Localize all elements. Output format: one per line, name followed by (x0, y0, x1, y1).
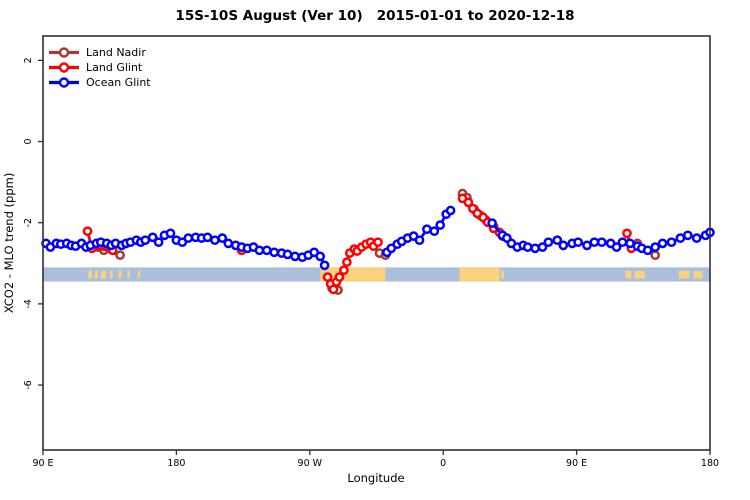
y-tick-label: -6 (23, 380, 34, 389)
plot-border (42, 35, 711, 451)
data-point-land-glint (82, 226, 93, 237)
data-point-ocean-glint (682, 230, 693, 241)
surface-band-land (693, 270, 703, 279)
x-tick-label: 0 (440, 458, 446, 469)
data-point-land-glint (342, 257, 352, 267)
data-point-ocean-glint (153, 237, 164, 248)
data-point-ocean-glint (147, 232, 158, 243)
y-tick-label: -2 (23, 218, 34, 227)
surface-band-land (501, 270, 504, 279)
data-point-ocean-glint (217, 233, 228, 243)
data-point-land-glint (334, 272, 345, 282)
data-point-ocean-glint (282, 249, 293, 260)
data-point-ocean-glint (422, 224, 432, 235)
data-point-ocean-glint (435, 220, 446, 230)
surface-band-land (127, 270, 130, 279)
surface-band-land (634, 270, 645, 279)
legend-item-ocean-glint: Ocean Glint (48, 75, 151, 90)
data-point-ocean-glint (552, 235, 563, 246)
chart-title: 15S-10S August (Ver 10) 2015-01-01 to 20… (175, 8, 575, 24)
surface-band-land (100, 270, 106, 279)
x-tick-label: 180 (167, 458, 185, 469)
data-point-ocean-glint (657, 238, 668, 249)
data-point-ocean-glint (140, 235, 151, 246)
data-point-ocean-glint (183, 233, 194, 243)
data-point-ocean-glint (269, 247, 280, 258)
data-point-ocean-glint (210, 235, 220, 246)
x-tick-label: 180 (701, 458, 719, 469)
x-tick-label: 90 E (566, 458, 587, 469)
surface-band-land (94, 270, 98, 279)
data-point-ocean-glint (675, 233, 686, 243)
data-point-ocean-glint (290, 251, 300, 262)
data-point-ocean-glint (537, 242, 548, 252)
data-point-ocean-glint (642, 245, 653, 256)
data-point-ocean-glint (165, 228, 176, 239)
data-point-ocean-glint (429, 226, 440, 237)
legend-item-land-nadir: Land Nadir (48, 45, 151, 60)
y-tick-label: 0 (23, 139, 34, 145)
legend-label: Land Nadir (86, 46, 146, 59)
data-point-ocean-glint (617, 237, 628, 248)
data-point-ocean-glint (625, 238, 635, 249)
data-point-land-nadir (650, 250, 661, 261)
data-point-land-glint (463, 197, 474, 208)
legend-swatch-land-nadir-icon (49, 47, 79, 58)
y-axis-label: XCO2 - MLO trend (ppm) (2, 173, 16, 314)
legend-label: Land Glint (86, 61, 143, 74)
y-tick-label: -4 (23, 299, 34, 308)
x-axis-label: Longitude (347, 471, 404, 485)
data-point-ocean-glint (319, 260, 330, 271)
x-tick-label: 90 W (298, 458, 323, 469)
data-point-ocean-glint (315, 251, 326, 262)
data-point-land-nadir (115, 250, 125, 261)
data-point-ocean-glint (666, 237, 677, 248)
data-point-ocean-glint (530, 243, 540, 254)
surface-band-land (459, 267, 500, 282)
data-point-ocean-glint (691, 233, 702, 243)
surface-band-land (625, 270, 632, 279)
surface-band-land (118, 270, 122, 279)
data-point-ocean-glint (261, 245, 272, 256)
legend-item-land-glint: Land Glint (48, 60, 151, 75)
legend: Land Nadir Land Glint Ocean Glint (48, 45, 151, 90)
data-point-land-glint (373, 237, 383, 248)
data-point-ocean-glint (543, 237, 554, 248)
data-point-land-glint (622, 228, 632, 239)
y-tick-label: 2 (23, 57, 34, 63)
legend-swatch-land-glint-icon (49, 62, 79, 73)
data-point-ocean-glint (487, 218, 497, 228)
data-point-ocean-glint (414, 235, 425, 246)
data-point-land-glint (339, 265, 349, 276)
data-point-ocean-glint (558, 240, 569, 251)
surface-band-land (109, 270, 113, 279)
x-tick-label: 90 E (32, 458, 53, 469)
data-point-ocean-glint (254, 245, 265, 256)
data-point-ocean-glint (202, 232, 213, 243)
legend-swatch-ocean-glint-icon (49, 77, 79, 88)
data-point-ocean-glint (596, 237, 607, 248)
surface-band-land (137, 270, 141, 279)
data-point-ocean-glint (445, 205, 456, 216)
surface-band-land (88, 270, 92, 279)
surface-band-land (678, 270, 690, 279)
legend-label: Ocean Glint (86, 76, 151, 89)
data-point-ocean-glint (650, 242, 661, 252)
data-point-ocean-glint (223, 238, 234, 249)
data-point-ocean-glint (522, 242, 533, 252)
data-point-ocean-glint (611, 242, 622, 252)
data-point-ocean-glint (573, 237, 583, 248)
data-point-ocean-glint (589, 237, 600, 248)
data-point-ocean-glint (582, 240, 592, 251)
